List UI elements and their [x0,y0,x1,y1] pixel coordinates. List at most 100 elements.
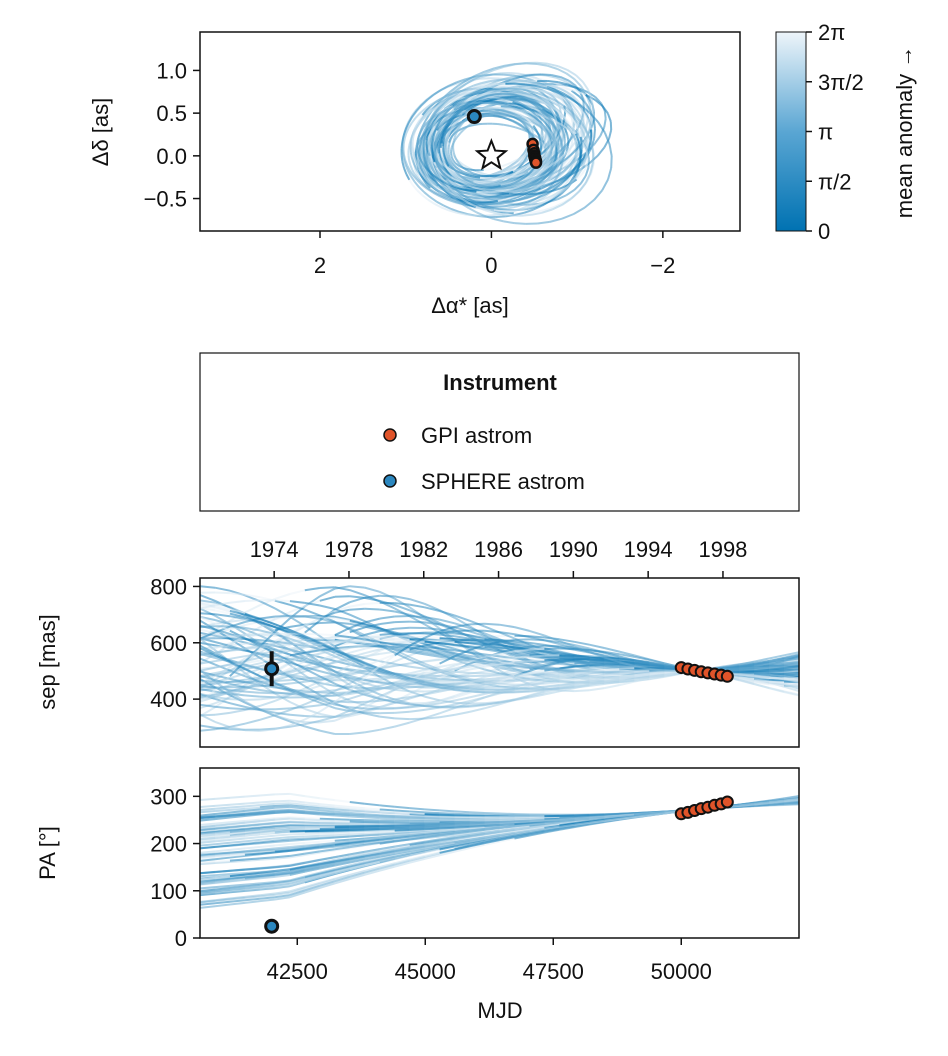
sky-orbit-segment [524,116,531,122]
sky-orbit-segment [428,152,431,158]
sky-orbit-segment [542,119,549,127]
sky-orbit-segment [546,152,552,161]
sky-orbit-segment [498,78,508,81]
sky-orbit-segment [433,161,437,167]
sky-orbit-segment [515,126,522,131]
sky-orbit-segment [534,112,545,118]
sky-orbit-segment [456,186,464,191]
sky-orbit-segment [444,135,448,139]
sky-orbit-segment [522,158,530,164]
sky-orbit-segment [425,174,431,181]
sky-orbit-segment [454,122,459,127]
sky-orbit-segment [450,85,459,93]
separation-orbit-segment [394,595,410,601]
sky-orbit-segment [508,184,516,189]
separation-orbit-segment [559,643,575,649]
sky-orbit-segment [531,128,534,133]
sky-orbit-segment [423,156,427,162]
sky-orbit-segment [456,100,465,106]
sky-orbit-segment [513,157,520,163]
sky-orbit-segment [479,93,487,98]
sky-orbit-segment [406,169,412,177]
sky-orbit-segment [584,173,592,184]
sky-orbit-segment [578,151,583,160]
sky-orbit-segment [575,74,584,83]
sky-orbit-segment [431,136,435,142]
sky-orbit-segment [546,175,553,181]
sky-orbit-segment [456,211,466,216]
sky-orbit-segment [489,200,498,204]
sky-orbit-segment [541,100,551,107]
sky-orbit-segment [492,211,503,216]
sky-orbit-segment [473,182,479,187]
sky-orbit-segment [445,116,451,121]
sky-orbit-segment [452,114,458,120]
sky-orbit-segment [474,175,481,179]
sky-orbit-segment [469,174,475,178]
sky-orbit-segment [472,180,479,184]
sky-orbit-segment [415,104,423,112]
sky-orbit-segment [453,110,459,116]
sky-orbit-segment [525,88,536,91]
sky-orbit-segment [527,200,538,207]
sky-orbit-segment [434,153,438,158]
sky-orbit-segment [551,74,561,79]
sky-orbit-segment [516,161,521,167]
sky-orbit-segment [459,174,464,179]
sky-orbit-segment [460,164,464,169]
sky-orbit-segment [457,164,461,168]
sky-orbit-segment [544,146,550,154]
sky-orbit-segment [455,111,461,116]
sky-orbit-segment [581,122,589,134]
sky-orbit-segment [512,100,520,106]
separation-orbit-segment [364,601,380,605]
sky-orbit-segment [588,102,592,113]
sky-orbit-segment [429,123,434,129]
sky-orbit-segment [566,133,570,141]
sky-orbit-segment [543,115,554,122]
sky-orbit-segment [521,213,532,217]
sky-orbit-segment [536,121,543,127]
sky-orbit-segment [560,76,570,82]
sky-orbit-segment [408,140,412,146]
sky-orbit-segment [456,78,466,84]
sky-orbit-segment [541,105,550,112]
sky-orbit-segment [608,129,613,140]
sky-orbit-segment [466,89,474,95]
sky-orbit-segment [421,130,426,138]
sky-orbit-segment [569,175,578,185]
sky-orbit-segment [517,207,528,211]
sky-orbit-segment [442,129,446,134]
sky-orbit-segment [554,166,559,172]
sky-orbit-segment [409,152,413,159]
sky-orbit-segment [519,102,526,107]
separation-orbit-segment [469,630,485,637]
sky-orbit-segment [541,129,544,137]
sky-orbit-segment [449,187,455,194]
sky-orbit-segment [465,101,472,106]
sky-orbit-segment [452,130,457,135]
separation-orbit-segment [589,643,605,649]
sky-orbit-segment [447,144,451,148]
sky-orbit-segment [544,189,554,196]
sky-orbit-segment [430,126,435,132]
sky-orbit-segment [563,87,576,92]
sky-orbit-segment [559,114,563,122]
sky-orbit-segment [421,98,429,106]
sky-orbit-segment [476,202,485,207]
sky-orbit-segment [580,175,587,184]
sky-orbit-segment [445,124,449,130]
sky-orbit-segment [508,115,516,119]
sky-orbit-segment [561,157,570,166]
sky-orbit-segment [537,115,544,122]
sky-orbit-segment [498,106,505,110]
sky-orbit-segment [463,99,469,104]
sky-orbit-segment [536,63,548,67]
separation-orbit-segment [289,713,305,717]
sky-orbit-segment [469,181,475,185]
sky-orbit-segment [575,86,584,94]
sky-orbit-segment [545,112,551,120]
sky-orbit-segment [533,113,539,120]
sky-orbit-segment [421,183,428,190]
